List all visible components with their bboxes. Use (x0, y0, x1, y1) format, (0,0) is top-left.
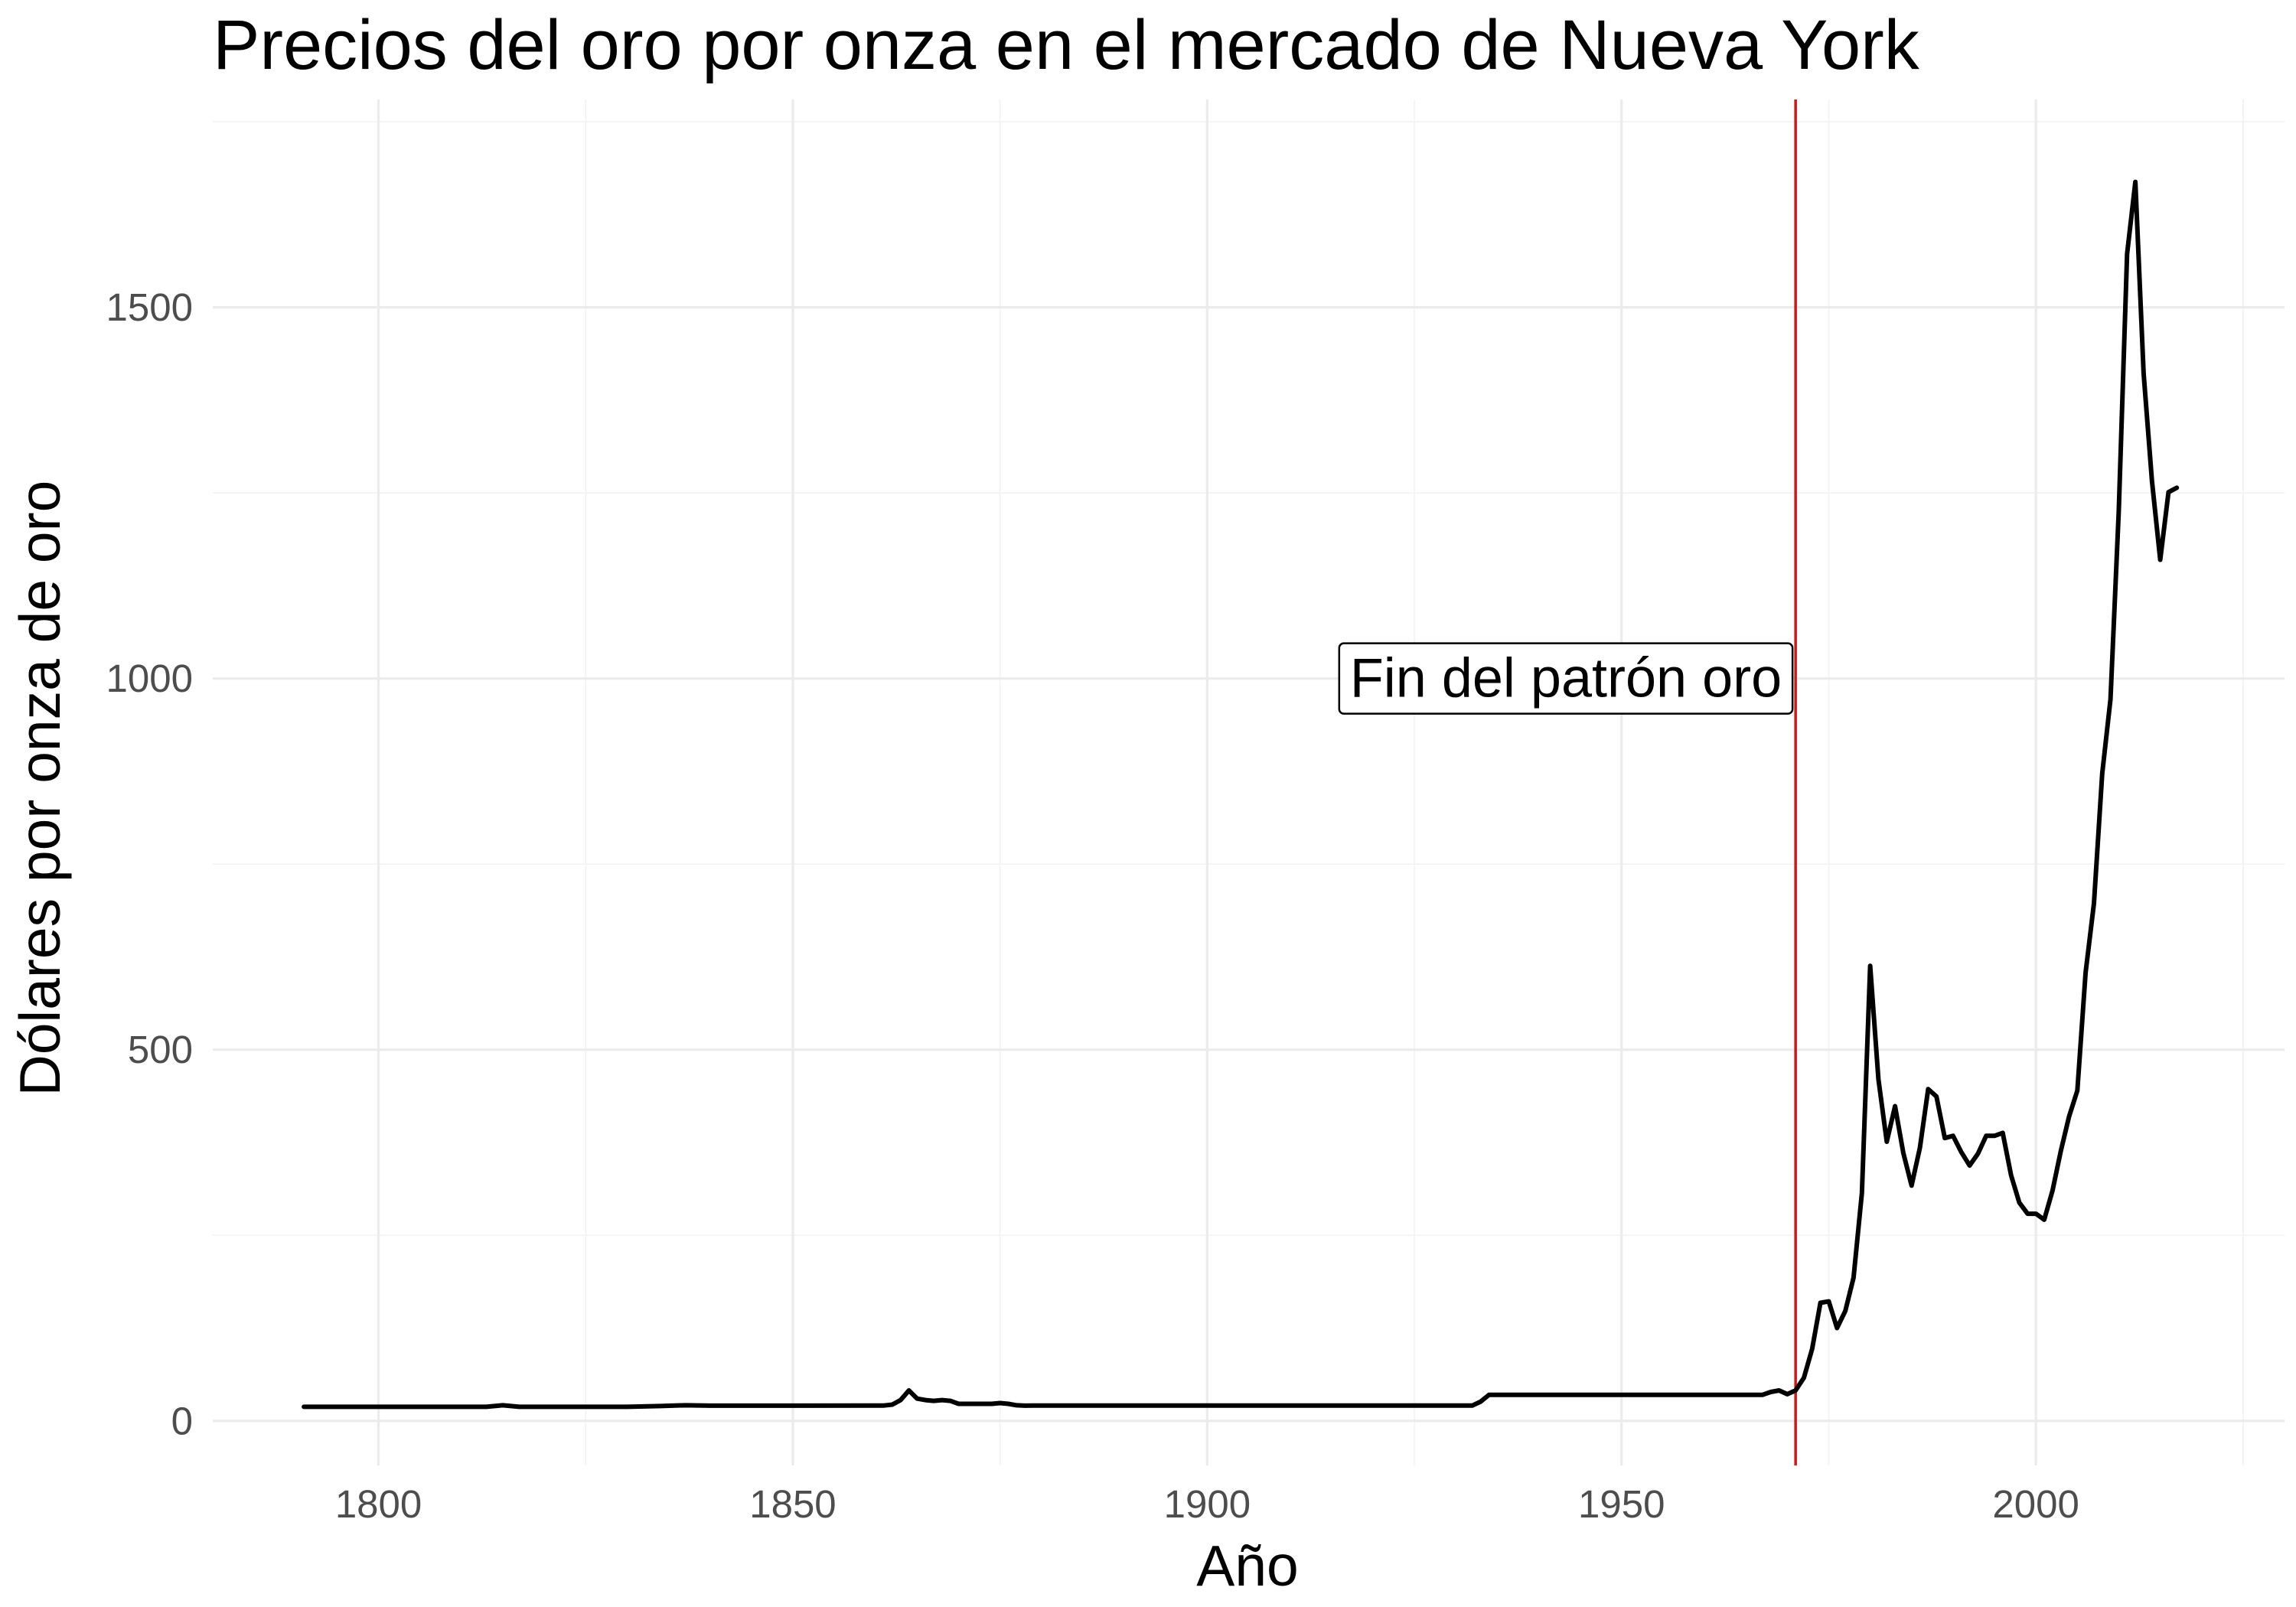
reference-annotation: Fin del patrón oro (1338, 642, 1794, 715)
x-tick-label: 1950 (1578, 1482, 1665, 1526)
y-axis-ticks: 0 500 1000 1500 (106, 285, 193, 1442)
y-tick-label: 500 (128, 1028, 193, 1071)
x-axis-title: Año (1196, 1534, 1298, 1598)
x-axis-ticks: 1800 1850 1900 1950 2000 (335, 1482, 2079, 1526)
y-tick-label: 0 (171, 1399, 193, 1442)
annotation-label-box (1338, 642, 1794, 715)
x-tick-label: 2000 (1992, 1482, 2079, 1526)
y-tick-label: 1500 (106, 285, 193, 329)
x-tick-label: 1850 (749, 1482, 836, 1526)
annotation-label: Fin del patrón oro (1350, 648, 1782, 709)
x-tick-label: 1800 (335, 1482, 422, 1526)
y-tick-label: 1000 (106, 657, 193, 700)
y-axis-title: Dólares por onza de oro (8, 481, 72, 1097)
x-tick-label: 1900 (1164, 1482, 1251, 1526)
gold-price-line (302, 179, 2180, 1410)
major-gridlines (213, 99, 2285, 1465)
minor-gridlines (213, 99, 2285, 1465)
chart-title: Precios del oro por onza en el mercado d… (213, 6, 1920, 84)
